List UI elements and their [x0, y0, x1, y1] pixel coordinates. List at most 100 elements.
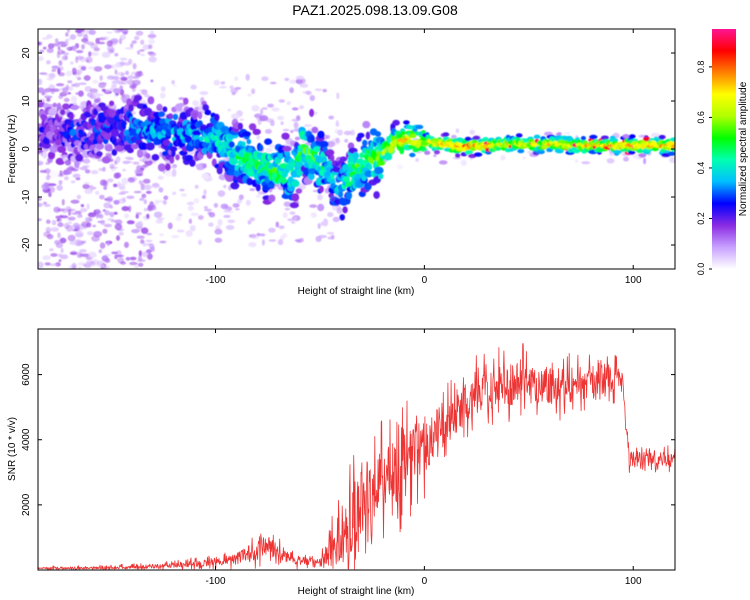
- spectrogram-scatter-blob: [99, 75, 103, 81]
- spectrogram-scatter-blob: [93, 209, 101, 215]
- spectrogram-scatter-blob: [238, 194, 244, 200]
- snr-series-line: [38, 343, 675, 570]
- spectrogram-scatter-blob: [56, 184, 63, 191]
- spectrogram-scatter-blob: [146, 213, 150, 219]
- spectrogram-scatter-blob: [248, 242, 257, 248]
- spectrogram-scatter-blob: [81, 221, 90, 228]
- spectrogram-scatter-blob: [58, 180, 63, 185]
- spectrogram-scatter-blob: [98, 167, 105, 172]
- spectrogram-ridge-blob: [258, 144, 264, 152]
- spectrogram-scatter-blob: [46, 227, 51, 231]
- spectrogram-scatter-blob: [119, 57, 128, 61]
- spectrogram-ridge-blob: [374, 131, 382, 137]
- spectrogram-ridge-blob: [282, 145, 292, 152]
- spectrogram-scatter-blob: [121, 206, 130, 212]
- spectrogram-scatter-blob: [134, 265, 139, 268]
- spectrogram-x-tick-label: 100: [625, 275, 642, 286]
- spectrogram-scatter-blob: [145, 239, 153, 243]
- spectrogram-ridge-blob: [403, 120, 410, 125]
- spectrogram-scatter-blob: [119, 34, 127, 41]
- spectrogram-scatter-blob: [126, 195, 135, 199]
- spectrogram-scatter-blob: [194, 184, 199, 189]
- spectrogram-scatter-blob: [97, 263, 105, 268]
- spectrogram-ridge-blob: [472, 135, 481, 140]
- spectrogram-scatter-blob: [106, 40, 113, 47]
- spectrogram-scatter-blob: [86, 203, 90, 210]
- spectrogram-ridge-blob: [111, 128, 120, 137]
- spectrogram-scatter-blob: [48, 192, 52, 198]
- spectrogram-ridge-blob: [93, 108, 99, 116]
- spectrogram-scatter-blob: [100, 219, 106, 225]
- spectrogram-scatter-blob: [67, 80, 73, 84]
- spectrogram-scatter-blob: [113, 199, 120, 205]
- spectrogram-scatter-blob: [112, 64, 117, 70]
- spectrogram-scatter-blob: [87, 231, 94, 236]
- spectrogram-scatter-blob: [327, 212, 334, 218]
- spectrogram-scatter-blob: [201, 195, 206, 199]
- spectrogram-scatter-blob: [57, 232, 61, 239]
- spectrogram-scatter-blob: [70, 199, 80, 204]
- spectrogram-scatter-blob: [249, 217, 255, 222]
- spectrogram-scatter-blob: [322, 88, 327, 93]
- spectrogram-scatter-blob: [140, 72, 144, 77]
- spectrogram-scatter-blob: [65, 38, 71, 42]
- spectrogram-scatter-blob: [118, 198, 127, 204]
- spectrogram-scatter-blob: [156, 217, 165, 221]
- spectrogram-scatter-blob: [130, 43, 134, 48]
- spectrogram-ridge-blob: [473, 152, 483, 157]
- spectrogram-scatter-blob: [141, 89, 148, 95]
- spectrogram-scatter-blob: [199, 91, 209, 96]
- spectrogram-scatter-blob: [104, 64, 112, 70]
- spectrogram-scatter-blob: [293, 216, 297, 221]
- spectrogram-scatter-blob: [154, 199, 159, 205]
- spectrogram-scatter-blob: [136, 225, 143, 231]
- spectrogram-scatter-blob: [92, 92, 100, 98]
- spectrogram-scatter-blob: [39, 49, 45, 53]
- spectrogram-scatter-blob: [150, 246, 155, 252]
- spectrogram-scatter-blob: [69, 240, 78, 245]
- spectrogram-scatter-blob: [46, 60, 51, 65]
- spectrogram-scatter-blob: [65, 70, 73, 77]
- snr-frame: [37, 328, 676, 571]
- spectrogram-scatter-blob: [111, 83, 117, 88]
- spectrogram-scatter-blob: [148, 52, 157, 57]
- spectrogram-scatter-blob: [103, 223, 112, 228]
- spectrogram-scatter-blob: [284, 207, 291, 211]
- spectrogram-ridge-blob: [189, 159, 196, 167]
- spectrogram-ridge-blob: [159, 92, 166, 99]
- spectrogram-scatter-blob: [267, 103, 274, 108]
- spectrogram-scatter-blob: [106, 196, 114, 203]
- spectrogram-ridge-blob: [376, 159, 386, 166]
- spectrogram-scatter-blob: [84, 169, 91, 174]
- spectrogram-scatter-blob: [80, 204, 85, 208]
- spectrogram-scatter-blob: [237, 198, 243, 204]
- spectrogram-ridge-blob: [309, 108, 315, 117]
- spectrogram-ridge-blob: [345, 191, 353, 200]
- spectrogram-scatter-blob: [74, 230, 84, 238]
- spectrogram-scatter-blob: [234, 87, 242, 90]
- spectrogram-scatter-blob: [58, 259, 62, 263]
- spectrogram-ridge-blob: [111, 148, 118, 156]
- spectrogram-scatter-blob: [72, 67, 77, 75]
- spectrogram-scatter-blob: [213, 203, 219, 208]
- spectrogram-ridge-blob: [264, 138, 273, 145]
- spectrogram-scatter-blob: [69, 34, 77, 40]
- spectrogram-scatter-blob: [97, 158, 103, 162]
- spectrogram-ridge-blob: [121, 96, 128, 104]
- spectrogram-scatter-blob: [289, 211, 296, 215]
- spectrogram-scatter-blob: [146, 249, 152, 254]
- spectrogram-ridge-blob: [345, 181, 353, 188]
- spectrogram-scatter-blob: [151, 206, 157, 211]
- spectrogram-scatter-blob: [291, 118, 299, 122]
- spectrogram-scatter-blob: [49, 263, 58, 267]
- spectrogram-ridge-blob: [442, 132, 450, 137]
- spectrogram-scatter-blob: [225, 225, 235, 230]
- spectrogram-scatter-blob: [140, 239, 145, 244]
- spectrogram-scatter-blob: [113, 183, 118, 188]
- spectrogram-scatter-blob: [179, 188, 185, 192]
- spectrogram-scatter-blob: [269, 81, 277, 85]
- spectrogram-ridge-blob: [289, 202, 299, 209]
- spectrogram-ridge-blob: [329, 154, 335, 162]
- spectrogram-scatter-blob: [63, 97, 70, 103]
- spectrogram-scatter-blob: [215, 225, 221, 230]
